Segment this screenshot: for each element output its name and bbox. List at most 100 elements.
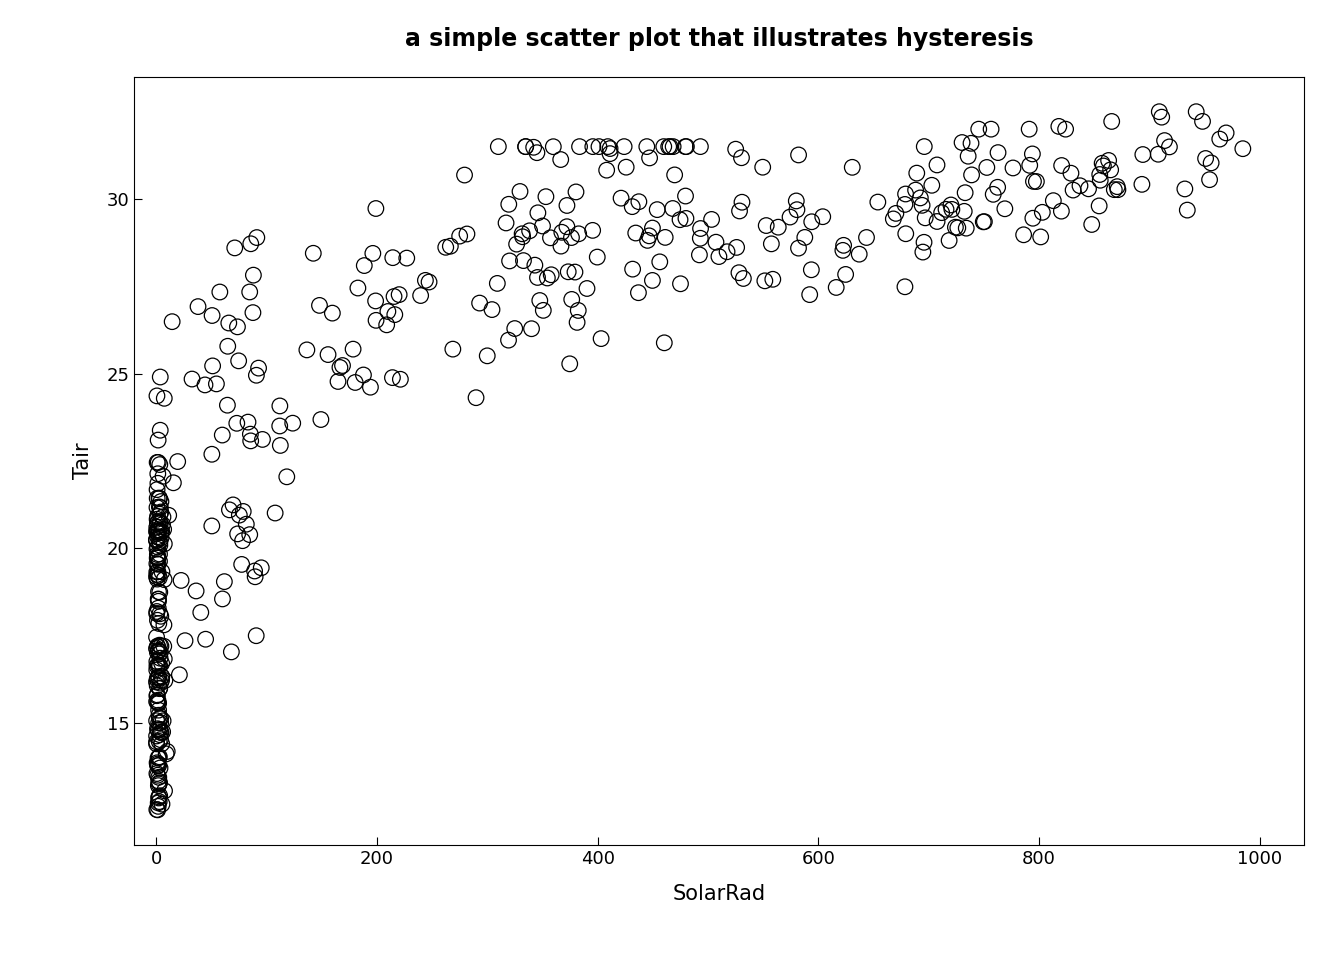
Point (149, 637, 171, 653)
Point (599, 141, 621, 156)
Point (149, 516, 171, 531)
Point (146, 756, 168, 771)
Point (195, 377, 216, 393)
Point (151, 725, 172, 740)
Point (149, 515, 171, 530)
Point (151, 564, 172, 580)
Point (146, 519, 168, 535)
Point (146, 659, 168, 674)
Point (708, 249, 730, 264)
Point (366, 313, 387, 328)
Point (938, 233, 960, 249)
Point (1055, 122, 1077, 137)
Point (1101, 114, 1122, 130)
Point (219, 502, 241, 517)
Point (146, 529, 168, 544)
Point (660, 139, 681, 155)
Point (905, 182, 926, 198)
Point (659, 139, 680, 155)
Point (227, 526, 249, 541)
Point (222, 497, 243, 513)
Point (185, 584, 207, 599)
Point (558, 264, 579, 279)
Point (1081, 217, 1102, 232)
Point (536, 271, 558, 286)
Point (497, 332, 519, 348)
Point (146, 612, 168, 628)
Point (1175, 181, 1196, 197)
Point (376, 317, 398, 332)
Point (156, 744, 177, 759)
Point (675, 211, 696, 227)
Point (161, 314, 183, 329)
Point (706, 234, 727, 250)
Point (146, 768, 168, 783)
Point (961, 167, 982, 182)
Point (418, 275, 439, 290)
Point (442, 342, 464, 357)
Point (540, 267, 562, 282)
Point (520, 321, 542, 336)
Point (146, 516, 168, 531)
Point (941, 202, 962, 217)
Point (151, 715, 172, 731)
Point (610, 190, 632, 205)
Point (637, 232, 659, 248)
Point (282, 416, 304, 431)
Point (995, 201, 1016, 216)
Point (1148, 147, 1169, 162)
Point (589, 139, 610, 155)
Point (146, 687, 168, 703)
Point (148, 591, 169, 607)
Point (149, 546, 171, 562)
Point (155, 673, 176, 688)
Point (523, 139, 544, 155)
Point (1099, 162, 1121, 178)
Point (148, 455, 169, 470)
Point (914, 210, 935, 226)
Point (149, 499, 171, 515)
Point (146, 606, 168, 621)
Point (801, 214, 823, 229)
Point (148, 591, 169, 607)
Point (231, 533, 253, 548)
Point (532, 218, 554, 233)
Point (146, 571, 168, 587)
Point (825, 279, 847, 295)
Point (146, 803, 168, 818)
Point (149, 507, 171, 522)
Point (390, 372, 411, 387)
Point (360, 379, 382, 395)
Point (175, 633, 196, 648)
Point (149, 646, 171, 661)
Point (519, 223, 540, 238)
Point (310, 412, 332, 427)
Point (309, 298, 331, 313)
Point (347, 280, 368, 296)
Point (841, 159, 863, 175)
Point (228, 353, 250, 369)
Point (625, 226, 646, 241)
Point (146, 556, 168, 571)
Point (145, 641, 167, 657)
Point (327, 373, 348, 389)
Point (149, 606, 171, 621)
Point (767, 220, 789, 235)
Y-axis label: Tair: Tair (73, 443, 93, 479)
Point (505, 236, 527, 252)
Point (148, 658, 169, 673)
Point (214, 574, 235, 589)
Point (926, 157, 948, 173)
Point (146, 802, 168, 817)
Point (488, 139, 509, 155)
Point (586, 250, 607, 265)
Point (149, 645, 171, 660)
Point (148, 432, 169, 447)
Point (914, 139, 935, 155)
Point (146, 547, 168, 563)
Point (148, 593, 169, 609)
Point (628, 194, 649, 209)
Point (145, 532, 167, 547)
Point (168, 667, 190, 683)
Point (151, 673, 172, 688)
